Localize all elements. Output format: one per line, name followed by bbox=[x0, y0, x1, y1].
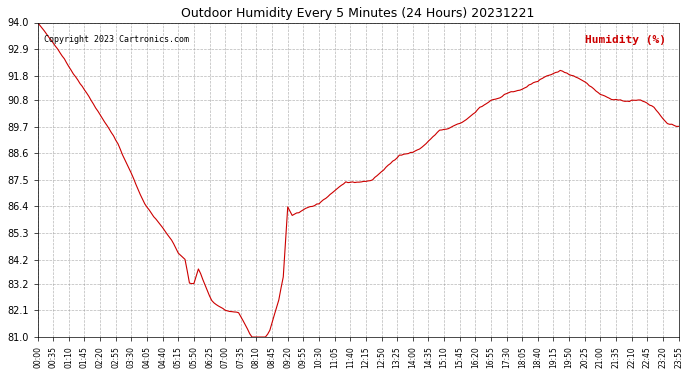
Text: Copyright 2023 Cartronics.com: Copyright 2023 Cartronics.com bbox=[44, 35, 189, 44]
Title: Outdoor Humidity Every 5 Minutes (24 Hours) 20231221: Outdoor Humidity Every 5 Minutes (24 Hou… bbox=[181, 7, 535, 20]
Text: Humidity (%): Humidity (%) bbox=[584, 35, 666, 45]
